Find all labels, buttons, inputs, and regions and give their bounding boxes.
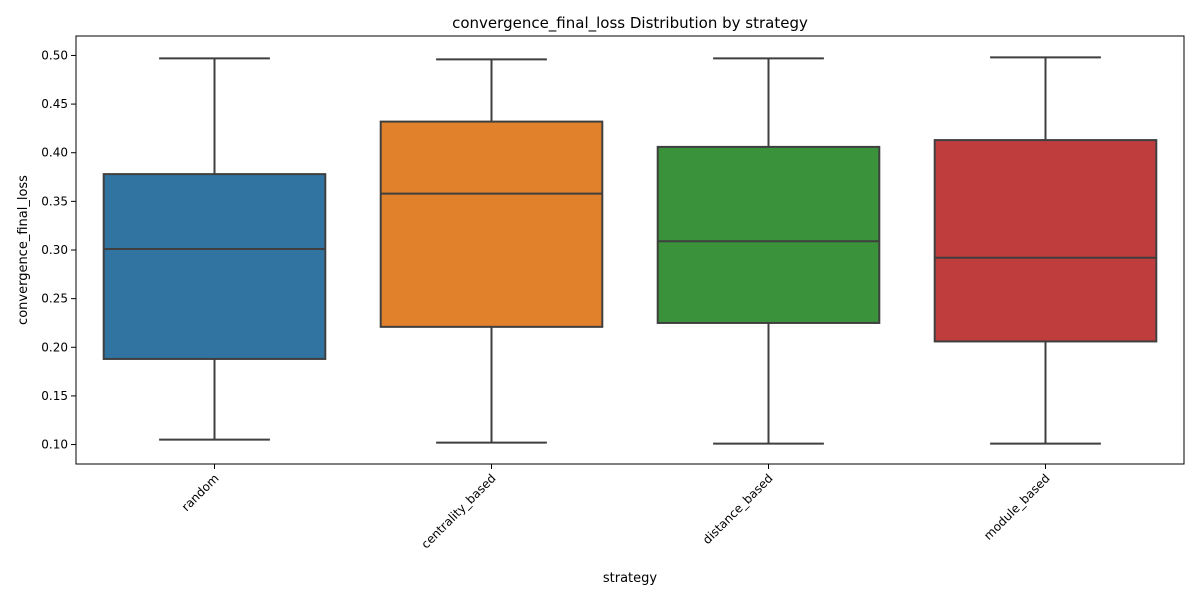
y-axis: 0.10 0.15 0.20 0.25 0.30 0.35 0.40 0.45 0.50 bbox=[41, 48, 76, 452]
y-tick-label: 0.25 bbox=[41, 292, 68, 306]
boxes-layer bbox=[102, 56, 1158, 445]
y-tick-label: 0.30 bbox=[41, 243, 68, 257]
y-tick-label: 0.35 bbox=[41, 194, 68, 208]
x-axis: random centrality_based distance_based modu… bbox=[179, 464, 1053, 551]
y-tick-label: 0.10 bbox=[41, 438, 68, 452]
y-tick-label: 0.50 bbox=[41, 48, 68, 62]
y-tick-label: 0.15 bbox=[41, 389, 68, 403]
x-tick-label-centrality_based: centrality_based bbox=[419, 471, 499, 551]
box-group-module_based bbox=[933, 56, 1158, 445]
box-group-random bbox=[102, 57, 327, 441]
box-random bbox=[102, 173, 327, 360]
y-axis-label: convergence_final_loss bbox=[16, 175, 31, 325]
box-distance_based bbox=[656, 145, 881, 324]
x-axis-label: strategy bbox=[603, 571, 658, 586]
x-tick-label-random: random bbox=[179, 471, 222, 514]
chart-title: convergence_final_loss Distribution by s… bbox=[452, 14, 808, 33]
y-tick-label: 0.20 bbox=[41, 340, 68, 354]
x-tick-label-distance_based: distance_based bbox=[700, 471, 776, 547]
box-centrality_based bbox=[379, 120, 604, 328]
box-module_based bbox=[933, 139, 1158, 343]
box-group-centrality_based bbox=[379, 58, 604, 444]
y-tick-label: 0.45 bbox=[41, 97, 68, 111]
box-group-distance_based bbox=[656, 57, 881, 445]
y-tick-label: 0.40 bbox=[41, 146, 68, 160]
x-tick-label-module_based: module_based bbox=[981, 471, 1053, 543]
